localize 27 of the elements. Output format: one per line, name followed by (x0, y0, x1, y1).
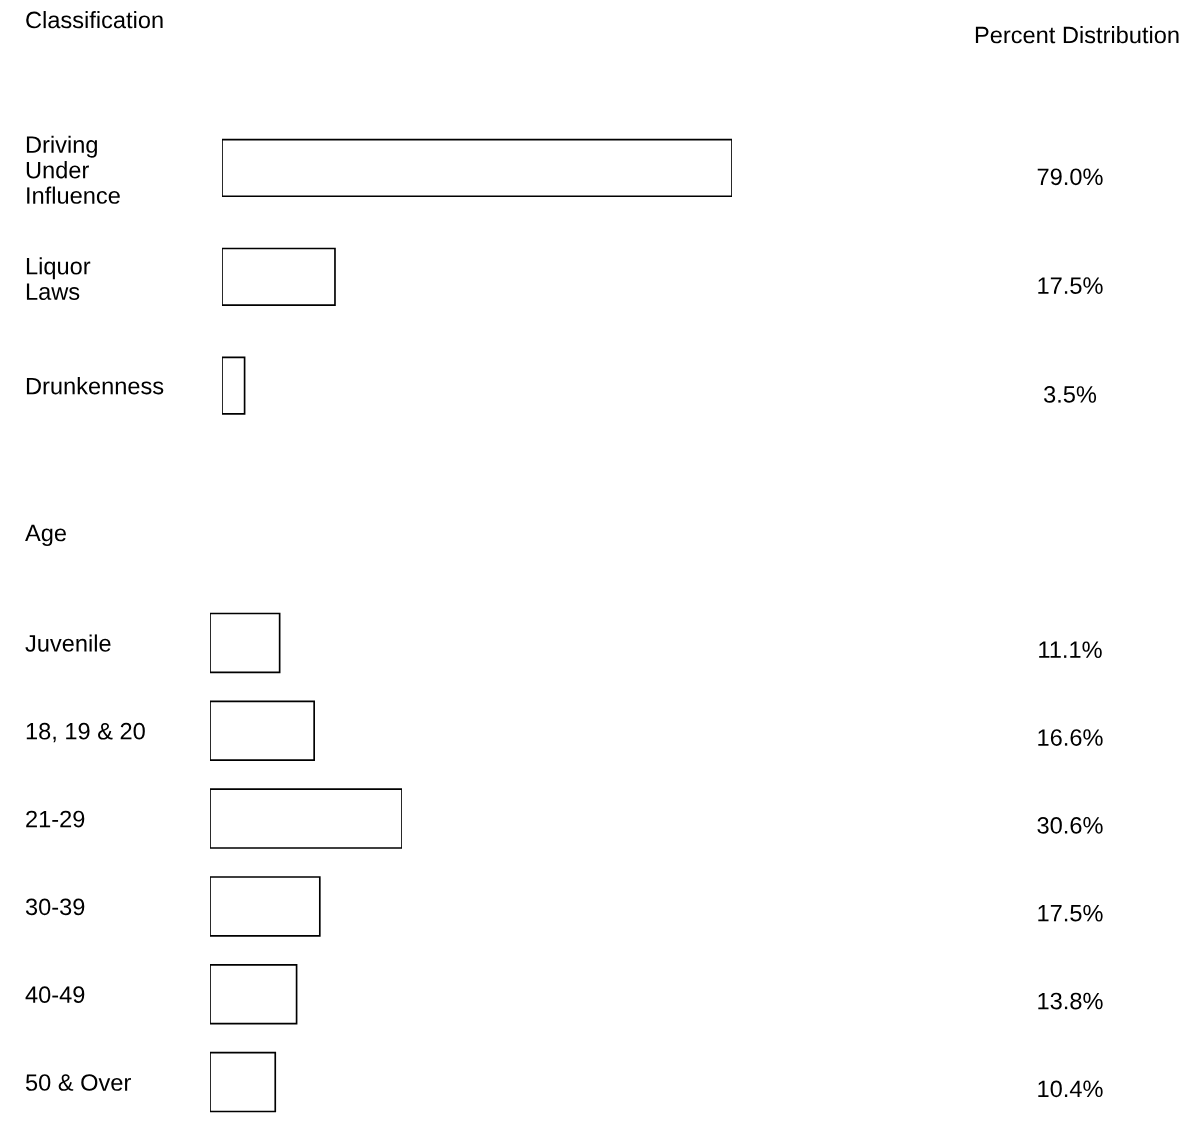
y-tick-label: 40-49 (25, 986, 85, 1004)
data-label: 3.5% (1043, 386, 1097, 403)
chart-title: Classification (26, 11, 163, 29)
y-tick-label: Driving Under Influence (26, 135, 120, 204)
bar (210, 700, 315, 762)
data-label: 13.8% (1038, 992, 1103, 1010)
bar (210, 964, 298, 1025)
y-tick-label: 18, 19 & 20 (26, 722, 145, 743)
data-label: 79.0% (1037, 168, 1103, 186)
y-tick-label: 21-29 (26, 810, 85, 828)
y-tick-label: 30-39 (25, 898, 85, 916)
text: Percent Distribution (975, 26, 1179, 44)
bar (210, 788, 402, 849)
chart-title: Age (25, 524, 66, 547)
bar (210, 612, 281, 674)
bar (210, 1051, 277, 1113)
data-label: 10.4% (1038, 1080, 1103, 1098)
data-label: 11.1% (1039, 641, 1102, 658)
bar (210, 876, 321, 937)
data-label: 17.5% (1038, 277, 1103, 294)
data-label: 30.6% (1037, 817, 1103, 834)
data-label: 16.6% (1038, 729, 1103, 746)
y-tick-label: Liquor Laws (26, 257, 91, 300)
data-label: 17.5% (1038, 904, 1103, 922)
y-tick-label: Juvenile (25, 634, 111, 652)
y-tick-label: Drunkenness (26, 377, 164, 395)
y-tick-label: 50 & Over (25, 1074, 131, 1091)
